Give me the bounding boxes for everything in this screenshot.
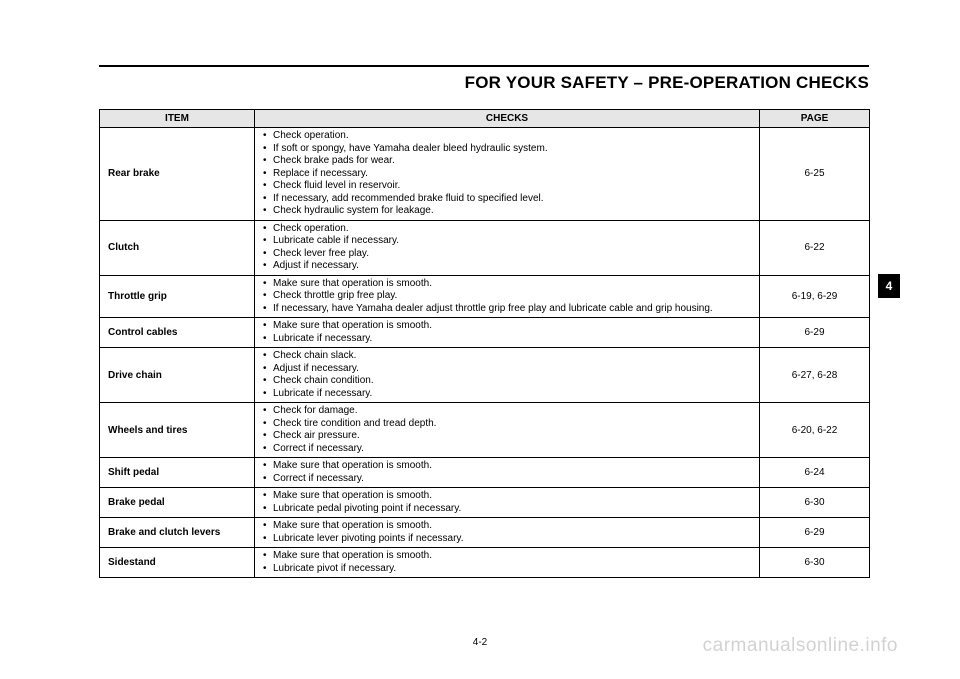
col-header-item: ITEM [100, 110, 255, 128]
page-cell: 6-29 [760, 518, 870, 548]
table-row: Control cablesMake sure that operation i… [100, 318, 870, 348]
check-item: Check brake pads for wear. [261, 155, 753, 168]
item-cell: Control cables [100, 318, 255, 348]
checks-cell: Check operation.Lubricate cable if neces… [255, 220, 760, 275]
check-item: Lubricate if necessary. [261, 333, 753, 346]
table-row: Drive chainCheck chain slack.Adjust if n… [100, 348, 870, 403]
item-cell: Wheels and tires [100, 403, 255, 458]
page-cell: 6-30 [760, 548, 870, 578]
page-cell: 6-27, 6-28 [760, 348, 870, 403]
checks-cell: Check operation.If soft or spongy, have … [255, 128, 760, 221]
page-content: FOR YOUR SAFETY – PRE-OPERATION CHECKS I… [99, 65, 869, 578]
checks-cell: Make sure that operation is smooth.Lubri… [255, 518, 760, 548]
checks-cell: Make sure that operation is smooth.Lubri… [255, 318, 760, 348]
check-item: If soft or spongy, have Yamaha dealer bl… [261, 143, 753, 156]
check-item: Check fluid level in reservoir. [261, 180, 753, 193]
check-item: Lubricate lever pivoting points if neces… [261, 533, 753, 546]
checks-list: Make sure that operation is smooth.Lubri… [261, 320, 753, 345]
check-item: Check tire condition and tread depth. [261, 418, 753, 431]
checks-list: Make sure that operation is smooth.Lubri… [261, 520, 753, 545]
table-body: Rear brakeCheck operation.If soft or spo… [100, 128, 870, 578]
checks-list: Make sure that operation is smooth.Lubri… [261, 490, 753, 515]
check-item: Adjust if necessary. [261, 260, 753, 273]
checks-cell: Make sure that operation is smooth.Check… [255, 275, 760, 318]
item-cell: Shift pedal [100, 458, 255, 488]
page-cell: 6-29 [760, 318, 870, 348]
item-cell: Clutch [100, 220, 255, 275]
check-item: Correct if necessary. [261, 443, 753, 456]
check-item: Lubricate if necessary. [261, 388, 753, 401]
table-row: Throttle gripMake sure that operation is… [100, 275, 870, 318]
checks-cell: Check chain slack.Adjust if necessary.Ch… [255, 348, 760, 403]
item-cell: Drive chain [100, 348, 255, 403]
page-cell: 6-24 [760, 458, 870, 488]
check-item: Check chain condition. [261, 375, 753, 388]
check-item: Make sure that operation is smooth. [261, 278, 753, 291]
item-cell: Sidestand [100, 548, 255, 578]
item-cell: Brake and clutch levers [100, 518, 255, 548]
check-item: Check lever free play. [261, 248, 753, 261]
checks-cell: Make sure that operation is smooth.Lubri… [255, 488, 760, 518]
checks-cell: Make sure that operation is smooth.Corre… [255, 458, 760, 488]
page-cell: 6-25 [760, 128, 870, 221]
check-item: Check operation. [261, 223, 753, 236]
check-item: If necessary, have Yamaha dealer adjust … [261, 303, 753, 316]
item-cell: Throttle grip [100, 275, 255, 318]
checks-list: Check chain slack.Adjust if necessary.Ch… [261, 350, 753, 400]
check-item: Correct if necessary. [261, 473, 753, 486]
item-cell: Rear brake [100, 128, 255, 221]
check-item: Make sure that operation is smooth. [261, 520, 753, 533]
divider-top [99, 65, 869, 67]
check-item: Make sure that operation is smooth. [261, 490, 753, 503]
page-cell: 6-30 [760, 488, 870, 518]
table-row: Rear brakeCheck operation.If soft or spo… [100, 128, 870, 221]
check-item: Make sure that operation is smooth. [261, 550, 753, 563]
col-header-page: PAGE [760, 110, 870, 128]
check-item: Check operation. [261, 130, 753, 143]
item-cell: Brake pedal [100, 488, 255, 518]
col-header-checks: CHECKS [255, 110, 760, 128]
table-row: Shift pedalMake sure that operation is s… [100, 458, 870, 488]
table-row: ClutchCheck operation.Lubricate cable if… [100, 220, 870, 275]
check-item: Check throttle grip free play. [261, 290, 753, 303]
check-item: Check hydraulic system for leakage. [261, 205, 753, 218]
table-header-row: ITEM CHECKS PAGE [100, 110, 870, 128]
page-cell: 6-19, 6-29 [760, 275, 870, 318]
checks-table: ITEM CHECKS PAGE Rear brakeCheck operati… [99, 109, 870, 578]
table-row: Brake pedalMake sure that operation is s… [100, 488, 870, 518]
checks-list: Check operation.Lubricate cable if neces… [261, 223, 753, 273]
page-cell: 6-20, 6-22 [760, 403, 870, 458]
check-item: Lubricate pivot if necessary. [261, 563, 753, 576]
check-item: Adjust if necessary. [261, 363, 753, 376]
check-item: Check chain slack. [261, 350, 753, 363]
page-title: FOR YOUR SAFETY – PRE-OPERATION CHECKS [99, 73, 869, 93]
check-item: Check air pressure. [261, 430, 753, 443]
page-number: 4-2 [0, 637, 960, 648]
check-item: Make sure that operation is smooth. [261, 320, 753, 333]
check-item: Lubricate cable if necessary. [261, 235, 753, 248]
check-item: Make sure that operation is smooth. [261, 460, 753, 473]
check-item: If necessary, add recommended brake flui… [261, 193, 753, 206]
section-tab: 4 [878, 274, 900, 298]
checks-cell: Check for damage.Check tire condition an… [255, 403, 760, 458]
checks-list: Check operation.If soft or spongy, have … [261, 130, 753, 218]
table-row: Brake and clutch leversMake sure that op… [100, 518, 870, 548]
checks-list: Make sure that operation is smooth.Lubri… [261, 550, 753, 575]
table-row: Wheels and tiresCheck for damage.Check t… [100, 403, 870, 458]
checks-list: Make sure that operation is smooth.Check… [261, 278, 753, 316]
check-item: Check for damage. [261, 405, 753, 418]
check-item: Lubricate pedal pivoting point if necess… [261, 503, 753, 516]
table-row: SidestandMake sure that operation is smo… [100, 548, 870, 578]
page-cell: 6-22 [760, 220, 870, 275]
checks-cell: Make sure that operation is smooth.Lubri… [255, 548, 760, 578]
checks-list: Check for damage.Check tire condition an… [261, 405, 753, 455]
check-item: Replace if necessary. [261, 168, 753, 181]
checks-list: Make sure that operation is smooth.Corre… [261, 460, 753, 485]
